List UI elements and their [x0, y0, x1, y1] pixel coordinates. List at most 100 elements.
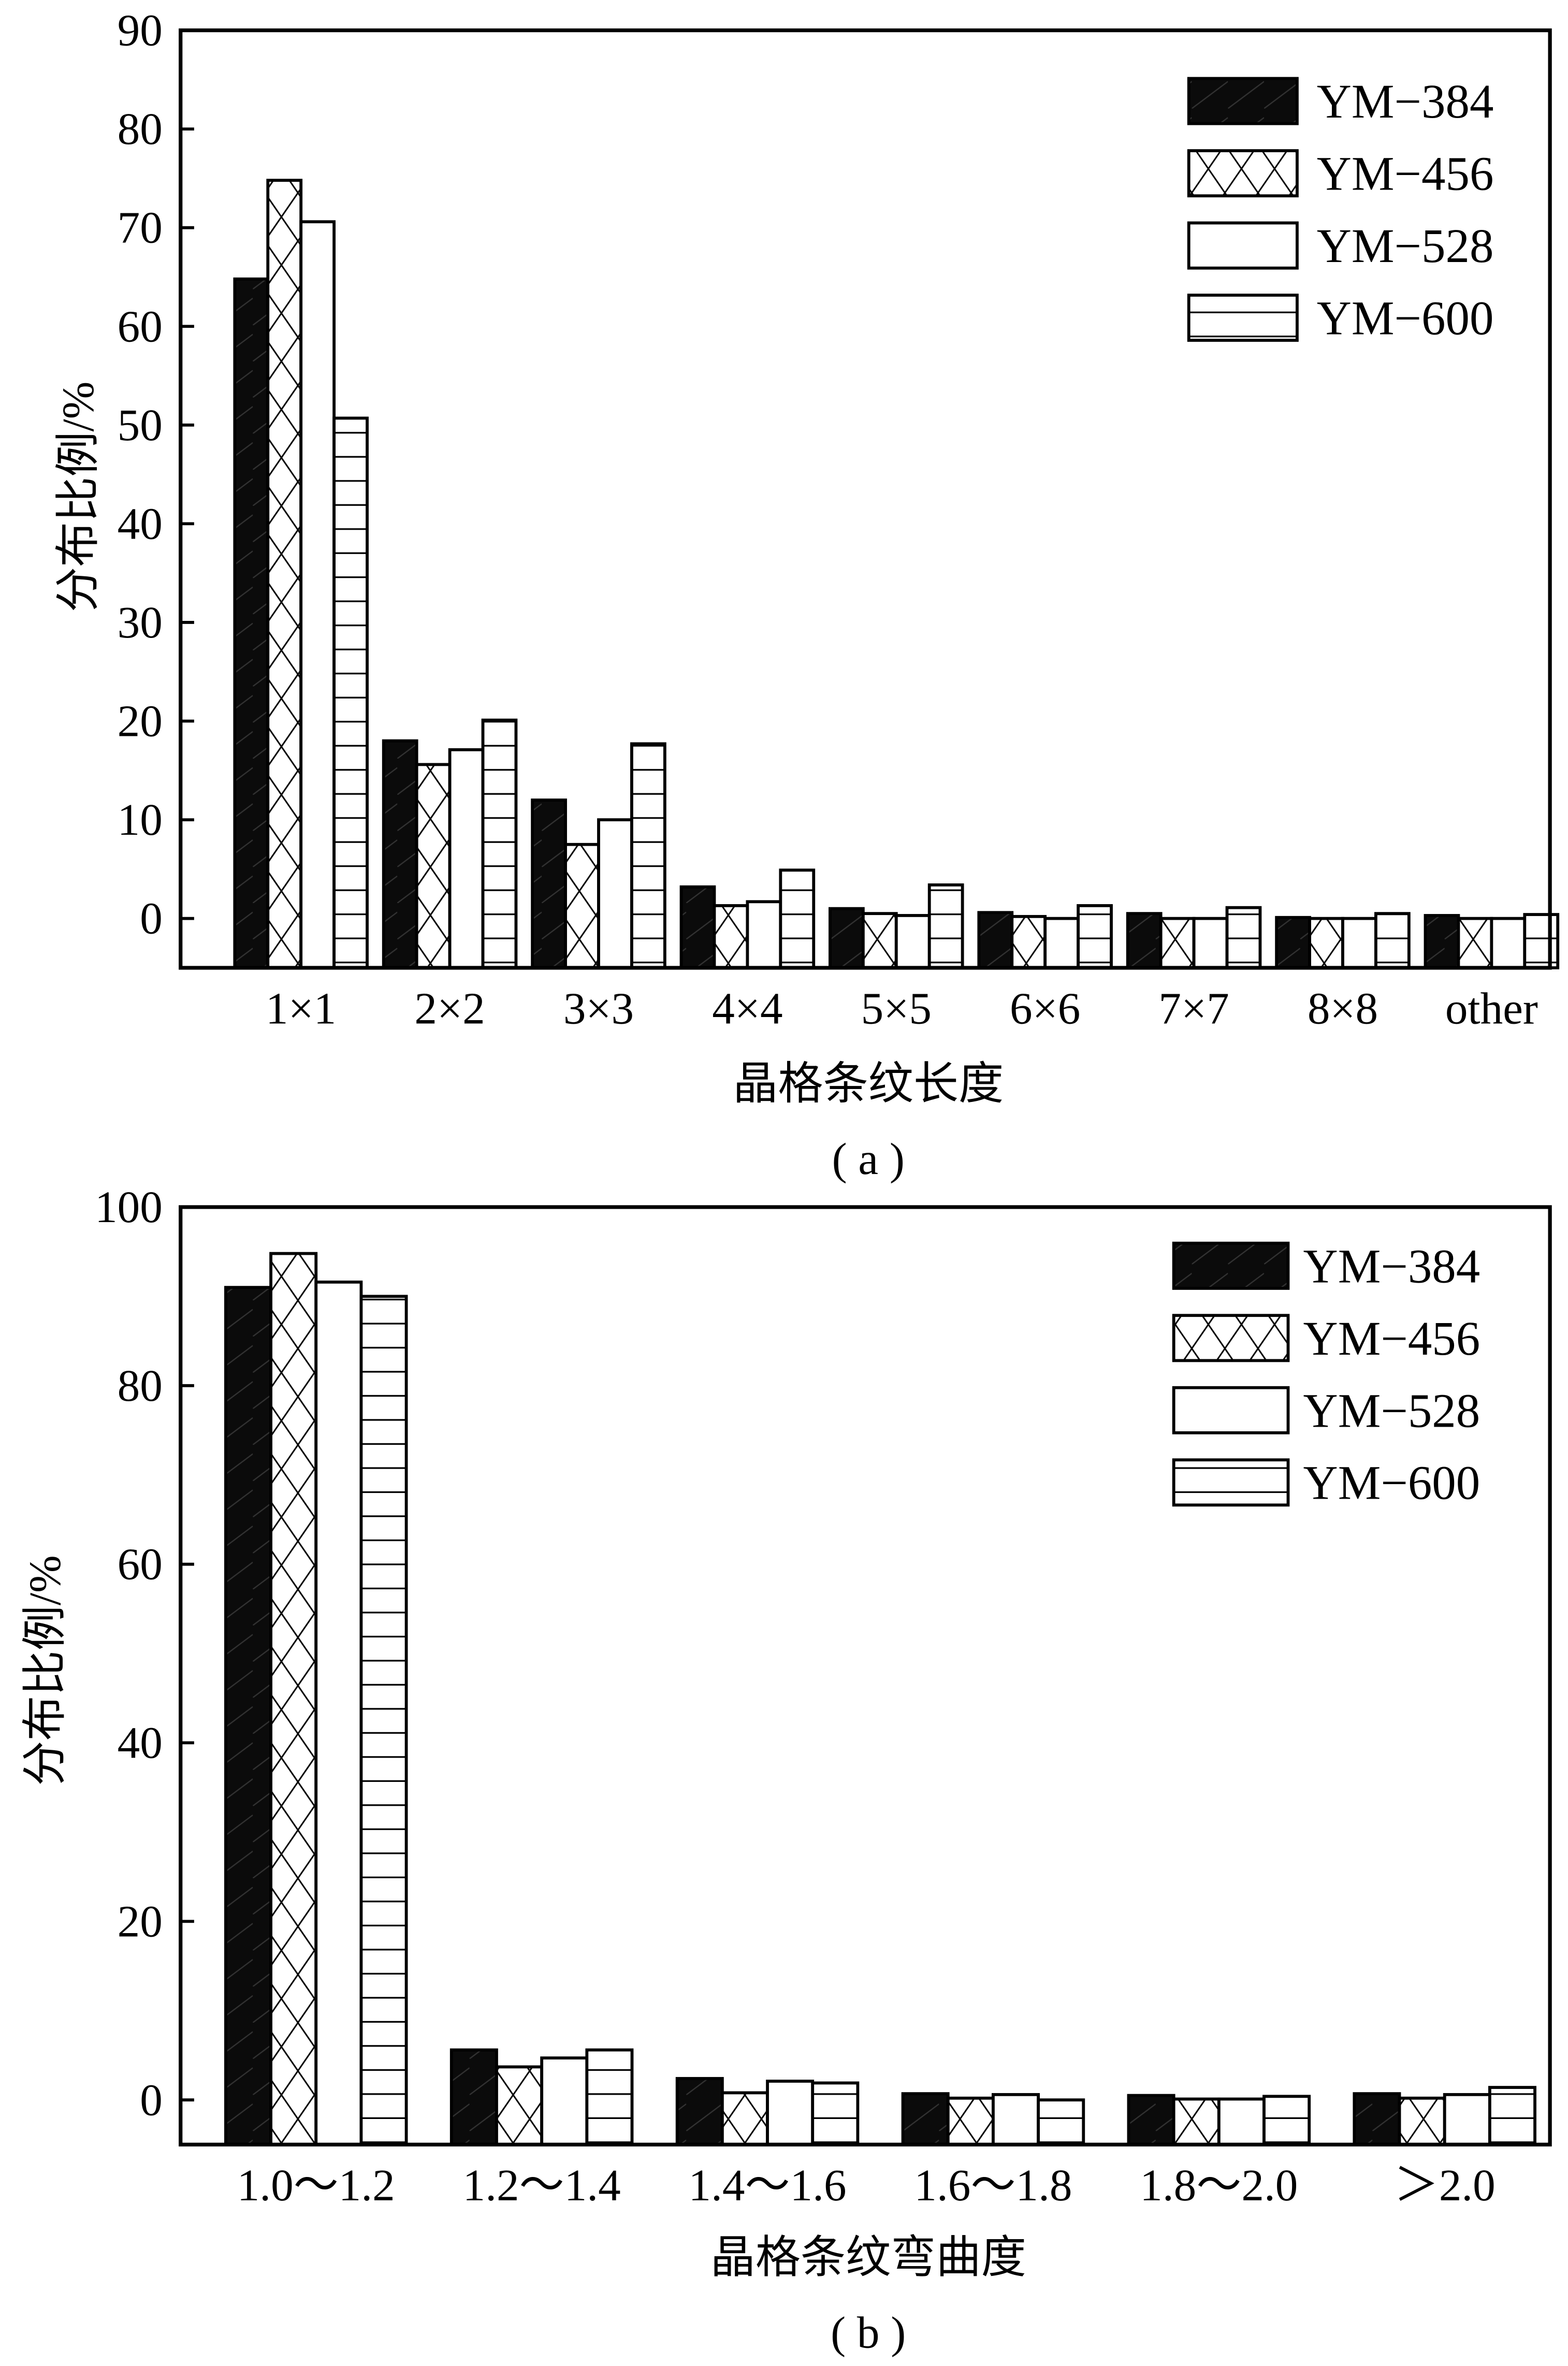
- x-tick-label: 5×5: [861, 983, 932, 1033]
- x-axis-label: 晶格条纹弯曲度: [710, 2232, 1026, 2282]
- bar-ym-528-4: [894, 914, 931, 969]
- bar-ym-384-3: [901, 2092, 950, 2146]
- bar-ym-528-1: [540, 2056, 589, 2146]
- panel-label: ( a ): [832, 1134, 905, 1184]
- legend-label: YM−456: [1303, 1312, 1480, 1366]
- y-axis-label: 分布比例/%: [53, 382, 103, 612]
- legend-label: YM−384: [1303, 1240, 1480, 1293]
- bar-ym-528-6: [1192, 917, 1229, 969]
- bar-ym-600-3: [779, 868, 816, 969]
- y-tick-label: 0: [140, 2074, 163, 2125]
- legend-label: YM−384: [1317, 75, 1494, 128]
- bar-ym-600-5: [1488, 2086, 1536, 2146]
- bar-ym-600-8: [1523, 913, 1560, 969]
- legend-swatch: [1172, 1241, 1290, 1290]
- bar-ym-600-1: [481, 718, 518, 969]
- chart-panel-a: 分布比例/% 晶格条纹长度 ( a ) 1×1 2×2 3×3 4×4 5×5 6×6 7×…: [53, 5, 1560, 1184]
- bar-ym-528-1: [448, 748, 485, 969]
- bar-ym-384-0: [233, 277, 270, 969]
- bar-ym-600-3: [1037, 2098, 1085, 2146]
- bar-ym-384-1: [382, 739, 418, 969]
- legend-label: YM−600: [1317, 292, 1494, 345]
- x-tick-label: 1.0～1.2: [237, 2160, 395, 2210]
- panel-label: ( b ): [831, 2307, 906, 2358]
- x-tick-label: 1×1: [266, 983, 336, 1033]
- bar-ym-600-4: [1262, 2095, 1311, 2146]
- bar-ym-528-2: [597, 818, 633, 969]
- y-tick-label: 20: [118, 696, 163, 746]
- bar-ym-600-1: [585, 2048, 634, 2146]
- bar-ym-600-6: [1225, 906, 1262, 969]
- legend-label: YM−528: [1303, 1384, 1480, 1438]
- x-tick-label: 1.6～1.8: [914, 2160, 1072, 2210]
- bar-ym-456-0: [269, 1252, 318, 2146]
- bar-ym-600-7: [1374, 912, 1411, 969]
- bar-ym-600-0: [359, 1295, 408, 2146]
- x-tick-label: 7×7: [1158, 983, 1229, 1033]
- legend-swatch: [1172, 1314, 1290, 1362]
- bar-ym-456-3: [946, 2096, 995, 2146]
- bar-ym-528-2: [766, 2080, 815, 2146]
- bar-ym-456-3: [713, 904, 749, 969]
- y-tick-label: 40: [118, 498, 163, 548]
- x-tick-label: 2×2: [414, 983, 485, 1033]
- y-axis-label: 分布比例/%: [20, 1555, 70, 1786]
- bar-ym-456-4: [1172, 2097, 1221, 2146]
- y-tick-label: 60: [118, 301, 163, 351]
- bar-ym-528-3: [746, 900, 782, 969]
- legend-swatch: [1172, 1458, 1290, 1507]
- legend-label: YM−528: [1317, 220, 1494, 273]
- x-tick-label: 1.8～2.0: [1140, 2160, 1298, 2210]
- bar-ym-456-1: [495, 2065, 544, 2146]
- bar-ym-384-5: [1353, 2092, 1401, 2146]
- legend-swatch: [1187, 221, 1299, 270]
- bar-ym-528-5: [1443, 2093, 1491, 2146]
- y-tick-label: 10: [118, 794, 163, 845]
- x-tick-label: 4×4: [712, 983, 782, 1033]
- bar-ym-528-4: [1217, 2097, 1266, 2146]
- x-tick-label: 1.4～1.6: [689, 2160, 847, 2210]
- bar-ym-384-2: [531, 799, 567, 969]
- bar-ym-456-8: [1457, 917, 1493, 969]
- bar-ym-528-5: [1043, 917, 1080, 969]
- bar-ym-456-5: [1398, 2096, 1446, 2146]
- legend: YM−384 YM−456 YM−528 YM−600: [1187, 75, 1494, 345]
- x-tick-label: 1.2～1.4: [463, 2160, 621, 2210]
- plot-frame: [179, 1205, 1552, 2147]
- legend-swatch: [1187, 294, 1299, 342]
- bar-ym-456-7: [1308, 917, 1344, 969]
- bar-ym-528-8: [1490, 917, 1527, 969]
- x-tick-label: 6×6: [1010, 983, 1080, 1033]
- legend-label: YM−600: [1303, 1457, 1480, 1510]
- bar-ym-528-7: [1341, 917, 1377, 969]
- bar-ym-384-2: [675, 2077, 724, 2146]
- x-tick-label: 3×3: [563, 983, 634, 1033]
- bar-ym-456-0: [266, 179, 303, 969]
- y-tick-label: 20: [118, 1896, 163, 1946]
- bar-ym-528-0: [299, 220, 336, 969]
- bar-ym-456-5: [1010, 915, 1047, 969]
- bar-ym-384-4: [829, 907, 865, 969]
- bar-ym-456-6: [1159, 917, 1196, 969]
- chart-panel-b: 分布比例/% 晶格条纹弯曲度 ( b ) 1.0～1.2 1.2～1.4 1.4～1…: [20, 1182, 1552, 2358]
- bar-ym-600-4: [927, 883, 964, 969]
- y-tick-label: 60: [118, 1539, 163, 1589]
- y-tick-label: 90: [118, 5, 163, 55]
- y-tick-label: 70: [118, 202, 163, 253]
- plot-frame: [179, 28, 1552, 970]
- bar-ym-600-2: [630, 742, 666, 969]
- y-tick-label: 40: [118, 1718, 163, 1768]
- bar-ym-456-1: [415, 763, 452, 969]
- bar-ym-384-6: [1126, 912, 1163, 969]
- bar-ym-600-2: [811, 2081, 860, 2146]
- bar-ym-456-2: [564, 843, 600, 969]
- bar-ym-384-1: [449, 2048, 498, 2146]
- bar-ym-384-8: [1424, 914, 1460, 969]
- bar-ym-384-4: [1127, 2094, 1175, 2146]
- legend: YM−384 YM−456 YM−528 YM−600: [1172, 1240, 1480, 1510]
- bar-ym-528-0: [314, 1280, 363, 2146]
- legend-swatch: [1187, 77, 1299, 125]
- legend-swatch: [1187, 149, 1299, 198]
- bar-ym-384-3: [679, 885, 716, 969]
